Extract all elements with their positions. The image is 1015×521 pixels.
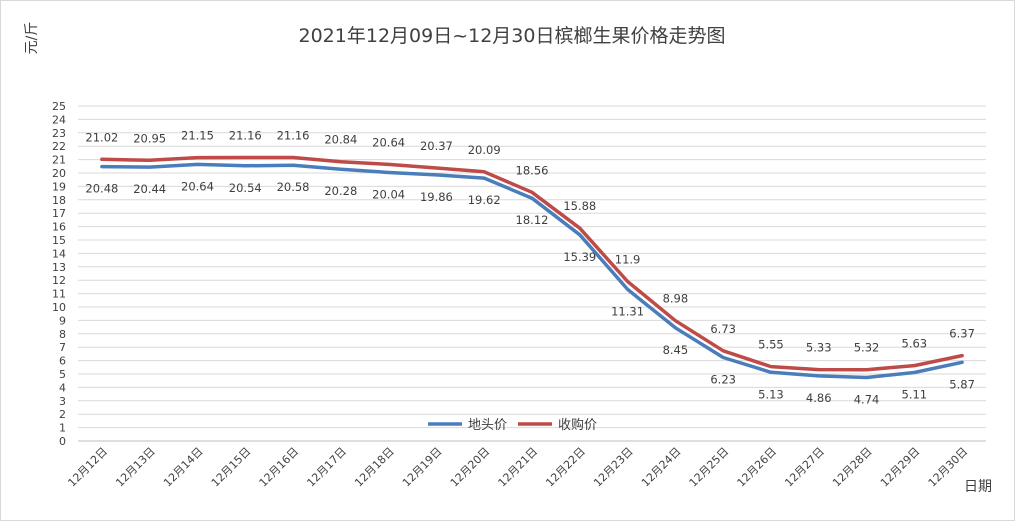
x-tick-labels: 12月12日 12月13日 12月14日 12月15日 12月16日 12月17日 12月1… (65, 445, 970, 490)
data-label: 4.86 (806, 391, 832, 405)
data-label: 8.45 (663, 343, 689, 357)
data-label: 6.37 (949, 327, 975, 341)
y-tick-label: 21 (52, 154, 66, 167)
y-tick-label: 18 (52, 194, 66, 207)
x-tick-label: 12月26日 (735, 445, 780, 490)
x-tick-label: 12月24日 (639, 445, 684, 490)
data-label: 5.87 (949, 377, 975, 391)
legend-label-1: 地头价 (468, 418, 507, 433)
data-label: 18.12 (516, 213, 549, 227)
x-tick-label: 12月17日 (304, 445, 349, 490)
data-label: 20.84 (324, 133, 357, 147)
data-labels: 20.48 20.44 20.64 20.54 20.58 20.28 20.04 19.86… (85, 128, 974, 406)
y-tick-label: 23 (52, 127, 66, 140)
x-tick-label: 12月19日 (400, 445, 445, 490)
y-tick-label: 5 (59, 368, 66, 381)
data-label: 19.62 (468, 193, 501, 207)
data-label: 20.44 (133, 182, 166, 196)
data-label: 21.02 (85, 130, 118, 144)
y-tick-label: 10 (52, 301, 66, 314)
data-label: 20.64 (181, 179, 214, 193)
y-tick-label: 20 (52, 167, 66, 180)
x-axis-label: 日期 (964, 479, 992, 495)
data-label: 20.04 (372, 187, 405, 201)
y-tick-label: 9 (59, 314, 66, 327)
y-tick-label: 11 (52, 288, 66, 301)
data-label: 5.32 (854, 341, 880, 355)
y-tick-label: 22 (52, 140, 66, 153)
legend: 地头价 收购价 (428, 417, 597, 433)
data-label: 11.9 (615, 253, 641, 267)
data-label: 5.33 (806, 341, 832, 355)
data-label: 20.48 (85, 182, 118, 196)
x-tick-label: 12月14日 (161, 445, 206, 490)
gridlines (78, 105, 986, 442)
series-line-2 (100, 155, 964, 372)
data-label: 18.56 (516, 163, 549, 177)
y-tick-label: 6 (59, 355, 66, 368)
data-label: 11.31 (611, 304, 644, 318)
y-tick-label: 15 (52, 234, 66, 247)
data-label: 8.98 (663, 292, 689, 306)
y-tick-label: 3 (59, 395, 66, 408)
x-tick-label: 12月21日 (496, 445, 541, 490)
x-tick-label: 12月25日 (687, 445, 732, 490)
y-tick-label: 12 (52, 274, 66, 287)
x-tick-label: 12月27日 (782, 445, 827, 490)
series-lines (100, 155, 964, 380)
y-tick-label: 7 (59, 341, 66, 354)
x-tick-label: 12月20日 (448, 445, 493, 490)
data-label: 6.73 (710, 322, 736, 336)
series-line-1 (100, 162, 964, 380)
y-axis-label: 元/斤 (24, 22, 40, 55)
data-label: 15.88 (563, 199, 596, 213)
data-label: 19.86 (420, 190, 453, 204)
legend-label-2: 收购价 (558, 417, 597, 433)
x-tick-label: 12月29日 (878, 445, 923, 490)
data-label: 5.55 (758, 338, 784, 352)
y-tick-label: 19 (52, 180, 66, 193)
y-tick-labels: 0123456789101112131415161718192021222324… (52, 100, 66, 448)
x-tick-label: 12月16日 (257, 445, 302, 490)
data-label: 20.58 (277, 180, 310, 194)
data-label: 20.09 (468, 143, 501, 157)
x-tick-label: 12月18日 (352, 445, 397, 490)
data-label: 5.63 (902, 337, 928, 351)
x-tick-label: 12月22日 (543, 445, 588, 490)
y-tick-label: 17 (52, 207, 66, 220)
data-label: 21.16 (277, 128, 310, 142)
y-tick-label: 16 (52, 221, 66, 234)
data-label: 4.74 (854, 392, 880, 406)
data-label: 20.37 (420, 139, 453, 153)
data-label: 15.39 (563, 250, 596, 264)
data-label: 20.28 (324, 184, 357, 198)
data-label: 5.11 (902, 388, 928, 402)
y-tick-label: 13 (52, 261, 66, 274)
x-tick-label: 12月28日 (830, 445, 875, 490)
data-label: 21.16 (229, 128, 262, 142)
data-label: 20.54 (229, 181, 262, 195)
y-tick-label: 25 (52, 100, 66, 113)
x-tick-label: 12月15日 (209, 445, 254, 490)
data-label: 20.64 (372, 135, 405, 149)
data-label: 21.15 (181, 129, 214, 143)
y-tick-label: 4 (59, 381, 66, 394)
data-label: 5.13 (758, 387, 784, 401)
data-label: 6.23 (710, 373, 736, 387)
y-tick-label: 2 (59, 408, 66, 421)
y-tick-label: 0 (59, 435, 66, 448)
x-tick-label: 12月12日 (65, 445, 110, 490)
y-tick-label: 1 (59, 422, 66, 435)
y-tick-label: 14 (52, 247, 66, 260)
data-label: 20.95 (133, 131, 166, 145)
y-tick-label: 8 (59, 328, 66, 341)
x-tick-label: 12月23日 (591, 445, 636, 490)
x-tick-label: 12月13日 (113, 445, 158, 490)
y-tick-label: 24 (52, 113, 66, 126)
chart-title: 2021年12月09日~12月30日槟榔生果价格走势图 (299, 25, 726, 47)
